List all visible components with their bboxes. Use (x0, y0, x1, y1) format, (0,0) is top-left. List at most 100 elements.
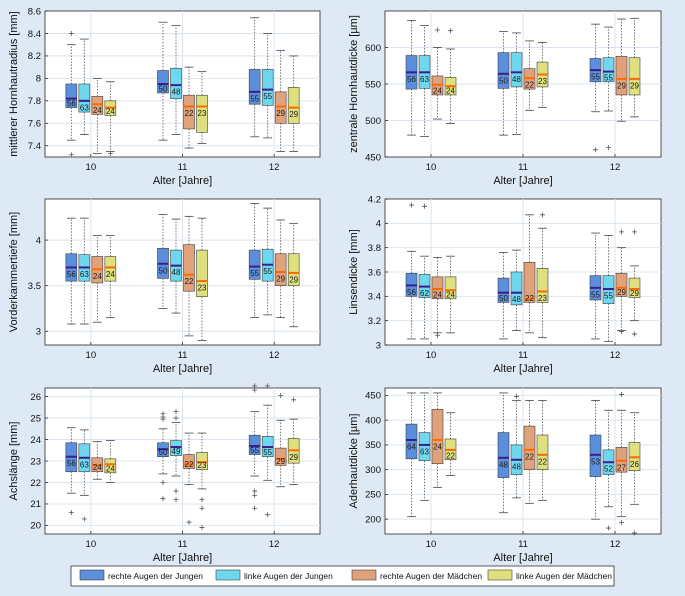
box-rb: 56 (65, 217, 78, 325)
y-tick-label: 3.8 (368, 243, 381, 254)
n-label: 24 (106, 464, 115, 473)
outlier-marker (422, 203, 427, 209)
iqr-box (196, 249, 208, 297)
y-tick-label: 4 (376, 219, 381, 230)
box-rg: 24 (431, 256, 444, 338)
n-label: 55 (263, 267, 272, 276)
box-lb: 48 (510, 393, 523, 499)
box-lg: 29 (287, 55, 300, 152)
x-axis-label: Alter [Jahre] (493, 552, 552, 564)
panel-4: 56 63 24 24 50 49 22 23 55 55 29 29 20 21 22 23 24 25 26 10… (8, 383, 321, 564)
n-label: 22 (446, 451, 455, 460)
n-label: 48 (512, 462, 521, 471)
y-tick-label: 20 (30, 521, 41, 532)
legend-label-rg: rechte Augen der Mädchen (380, 571, 482, 581)
n-label: 55 (591, 290, 600, 299)
n-label: 48 (499, 460, 508, 469)
panel-3: 56 62 24 24 50 48 22 23 55 55 29 29 3 3.2 3.4 3.6 3.8 4 4.… (348, 194, 662, 375)
panel-2: 56 63 24 24 50 48 22 23 55 55 29 29 3 3.5 4 10 11 12 Alter… (8, 198, 321, 375)
n-label: 50 (159, 266, 168, 275)
box-rg: 29 (615, 18, 628, 122)
box-rb: 55 (248, 203, 261, 319)
outlier-marker (278, 393, 284, 399)
box-rb: 56 (405, 202, 418, 340)
n-label: 24 (433, 86, 442, 95)
n-label: 48 (172, 88, 181, 97)
x-tick-label: 12 (610, 350, 621, 361)
n-label: 56 (407, 75, 416, 84)
box-rg: 22 (523, 40, 536, 111)
outlier-marker (606, 145, 611, 151)
n-label: 50 (499, 76, 508, 85)
legend-label-lb: linke Augen der Jungen (244, 571, 333, 581)
outlier-marker (514, 393, 519, 399)
n-label: 24 (93, 272, 102, 281)
box-lb: 63 (78, 429, 91, 522)
iqr-box (523, 261, 536, 303)
n-label: 24 (106, 270, 115, 279)
outlier-marker (409, 202, 414, 208)
n-label: 56 (67, 459, 76, 468)
box-lb: 63 (418, 25, 431, 137)
iqr-box (104, 256, 117, 282)
iqr-box (170, 440, 182, 456)
outlier-marker (265, 383, 271, 389)
y-tick-label: 8.2 (28, 51, 41, 62)
n-label: 23 (198, 109, 207, 118)
x-tick-label: 10 (86, 162, 97, 173)
y-tick-label: 8.4 (28, 29, 41, 40)
outlier-marker (173, 488, 179, 494)
outlier-marker (435, 332, 440, 338)
box-lb: 63 (78, 38, 91, 135)
n-label: 22 (185, 277, 194, 286)
n-label: 29 (617, 288, 626, 297)
iqr-box (65, 83, 78, 108)
n-label: 22 (525, 81, 534, 90)
iqr-box (157, 70, 169, 94)
y-tick-label: 3 (376, 340, 381, 351)
y-axis-label: Aderhautdicke [µm] (348, 414, 360, 509)
box-lb: 52 (602, 409, 615, 531)
box-lb: 48 (510, 249, 523, 331)
n-label: 22 (525, 294, 534, 303)
n-label: 53 (591, 457, 600, 466)
iqr-box (536, 434, 549, 470)
iqr-box (196, 94, 208, 133)
box-lg: 22 (536, 399, 549, 501)
outlier-marker (160, 416, 166, 422)
n-label: 55 (250, 269, 259, 278)
y-tick-label: 3.5 (28, 281, 41, 292)
iqr-box (497, 432, 510, 478)
n-label: 63 (80, 103, 89, 112)
outlier-marker (173, 415, 179, 421)
n-label: 29 (289, 453, 298, 462)
n-label: 55 (263, 92, 272, 101)
n-label: 24 (106, 107, 115, 116)
n-label: 24 (446, 290, 455, 299)
n-label: 22 (185, 460, 194, 469)
box-rb: 56 (65, 427, 78, 516)
iqr-box (510, 52, 523, 88)
n-label: 22 (185, 109, 194, 118)
box-rb: 55 (248, 383, 261, 511)
n-label: 29 (630, 81, 639, 90)
outlier-marker (632, 229, 637, 235)
box-lb: 48 (510, 32, 523, 135)
y-tick-label: 7.8 (28, 96, 41, 107)
n-label: 49 (172, 447, 181, 456)
n-label: 27 (617, 463, 626, 472)
box-lb: 48 (170, 218, 182, 314)
outlier-marker (540, 212, 545, 218)
x-tick-label: 11 (518, 539, 528, 550)
iqr-box (628, 277, 641, 298)
box-rg: 29 (274, 393, 287, 488)
iqr-box (615, 272, 628, 297)
y-tick-label: 200 (365, 514, 381, 525)
outlier-marker (68, 510, 74, 516)
n-label: 48 (172, 268, 181, 277)
outlier-marker (199, 525, 205, 531)
box-rg: 29 (274, 49, 287, 152)
n-label: 24 (93, 463, 102, 472)
box-rg: 22 (183, 432, 195, 525)
box-lg: 24 (104, 235, 117, 319)
